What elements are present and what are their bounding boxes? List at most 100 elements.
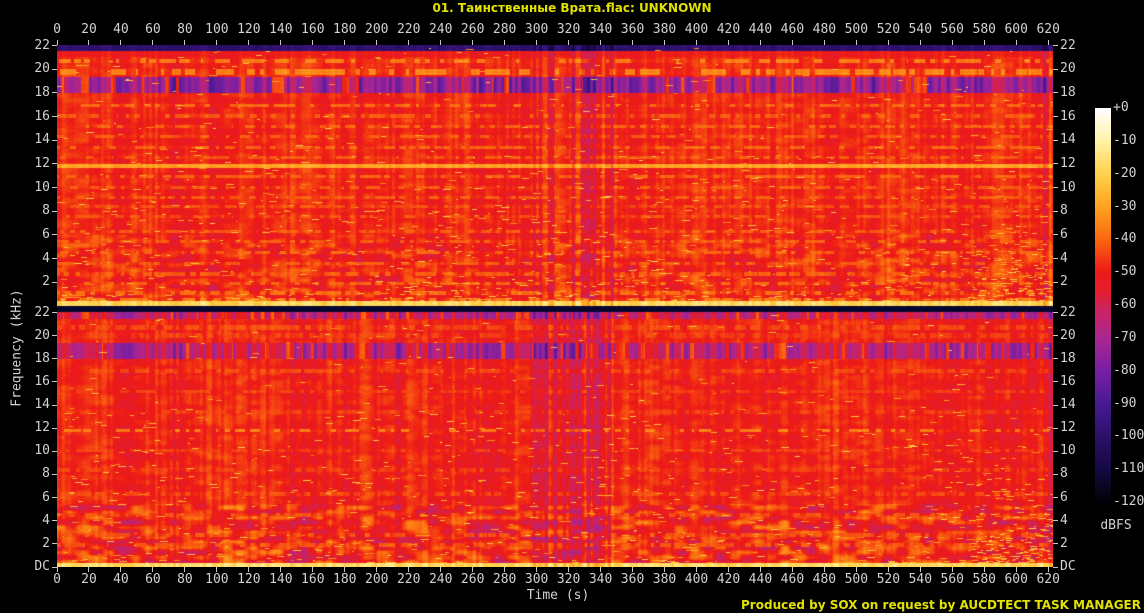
freq-tick-right bbox=[1053, 497, 1058, 499]
time-tick-label-bottom: 120 bbox=[237, 572, 261, 587]
freq-tick-left bbox=[52, 210, 57, 212]
time-tick-label-top: 240 bbox=[428, 22, 453, 37]
freq-tick-label-right: 22 bbox=[1060, 37, 1076, 53]
time-tick-top bbox=[440, 40, 442, 45]
time-tick-label-top: 160 bbox=[301, 22, 325, 37]
freq-axis-label: Frequency (kHz) bbox=[9, 289, 25, 407]
time-tick-bottom bbox=[536, 567, 538, 572]
freq-tick-right bbox=[1053, 281, 1058, 283]
footer-credit: Produced by SOX on request by AUCDTECT T… bbox=[741, 598, 1141, 612]
time-tick-top bbox=[472, 40, 474, 45]
freq-tick-label-left: 12 bbox=[34, 155, 50, 171]
freq-tick-label-right: 10 bbox=[1060, 443, 1076, 459]
freq-tick-label-left: DC bbox=[34, 559, 50, 574]
time-tick-top bbox=[536, 40, 538, 45]
time-tick-top bbox=[983, 40, 985, 45]
time-tick-label-top: 120 bbox=[237, 22, 261, 37]
time-tick-bottom bbox=[440, 567, 442, 572]
time-tick-bottom bbox=[248, 567, 250, 572]
freq-tick-label-right: 20 bbox=[1060, 61, 1076, 77]
time-tick-top bbox=[120, 40, 122, 45]
time-tick-label-bottom: 480 bbox=[812, 572, 837, 587]
colorbar-tick-label: -50 bbox=[1113, 264, 1137, 280]
colorbar-tick-label: -110 bbox=[1113, 461, 1144, 477]
time-tick-bottom bbox=[1047, 567, 1049, 572]
freq-tick-label-left: 10 bbox=[34, 443, 50, 459]
time-tick-bottom bbox=[120, 567, 122, 572]
freq-tick-label-right: 2 bbox=[1060, 535, 1068, 551]
freq-tick-right bbox=[1053, 427, 1058, 429]
time-tick-bottom bbox=[727, 567, 729, 572]
time-tick-label-bottom: 180 bbox=[333, 572, 357, 587]
freq-tick-right bbox=[1053, 404, 1058, 406]
time-tick-label-top: 220 bbox=[396, 22, 421, 37]
freq-tick-right bbox=[1053, 450, 1058, 452]
time-tick-top bbox=[344, 40, 346, 45]
time-tick-top bbox=[248, 40, 250, 45]
time-tick-label-bottom: 560 bbox=[940, 572, 965, 587]
time-axis-label: Time (s) bbox=[526, 588, 590, 603]
freq-tick-label-left: 22 bbox=[34, 37, 50, 53]
freq-tick-label-right: 8 bbox=[1060, 466, 1068, 482]
time-tick-label-top: 360 bbox=[620, 22, 645, 37]
time-tick-bottom bbox=[759, 567, 761, 572]
freq-tick-right bbox=[1053, 566, 1058, 568]
freq-tick-right bbox=[1053, 187, 1058, 189]
freq-tick-left bbox=[52, 427, 57, 429]
time-tick-label-top: 620 bbox=[1036, 22, 1060, 37]
time-tick-bottom bbox=[88, 567, 90, 572]
time-tick-label-bottom: 300 bbox=[524, 572, 549, 587]
time-tick-top bbox=[184, 40, 186, 45]
time-tick-bottom bbox=[919, 567, 921, 572]
spectrogram-heatmap bbox=[57, 45, 1053, 567]
time-tick-top bbox=[1047, 40, 1049, 45]
freq-tick-left bbox=[52, 139, 57, 141]
time-tick-bottom bbox=[983, 567, 985, 572]
freq-tick-label-right: 12 bbox=[1060, 420, 1076, 436]
time-tick-top bbox=[376, 40, 378, 45]
time-tick-bottom bbox=[823, 567, 825, 572]
time-tick-top bbox=[152, 40, 154, 45]
freq-tick-label-left: 18 bbox=[34, 84, 50, 100]
time-tick-top bbox=[56, 40, 58, 45]
time-tick-label-top: 80 bbox=[177, 22, 193, 37]
time-tick-top bbox=[632, 40, 634, 45]
freq-tick-left bbox=[52, 473, 57, 475]
freq-tick-left bbox=[52, 281, 57, 283]
time-tick-label-bottom: 60 bbox=[145, 572, 161, 587]
time-tick-bottom bbox=[408, 567, 410, 572]
time-tick-top bbox=[727, 40, 729, 45]
time-tick-top bbox=[88, 40, 90, 45]
page-title: 01. Таинственные Врата.flac: UNKNOWN bbox=[432, 1, 712, 15]
time-tick-bottom bbox=[152, 567, 154, 572]
time-tick-bottom bbox=[632, 567, 634, 572]
time-tick-label-bottom: 200 bbox=[364, 572, 389, 587]
time-tick-top bbox=[919, 40, 921, 45]
freq-tick-left bbox=[52, 404, 57, 406]
freq-tick-label-left: 2 bbox=[42, 274, 50, 290]
freq-tick-label-left: 16 bbox=[34, 108, 50, 124]
time-tick-label-top: 520 bbox=[876, 22, 901, 37]
freq-tick-label-left: 16 bbox=[34, 373, 50, 389]
time-tick-label-bottom: 40 bbox=[113, 572, 129, 587]
time-tick-label-top: 480 bbox=[812, 22, 837, 37]
freq-tick-label-left: 6 bbox=[42, 226, 50, 242]
time-tick-label-bottom: 20 bbox=[81, 572, 97, 587]
time-tick-label-bottom: 100 bbox=[205, 572, 229, 587]
time-tick-label-bottom: 220 bbox=[396, 572, 421, 587]
time-tick-top bbox=[791, 40, 793, 45]
freq-tick-label-right: 18 bbox=[1060, 84, 1076, 100]
freq-tick-left bbox=[52, 258, 57, 260]
time-tick-label-top: 380 bbox=[652, 22, 677, 37]
time-tick-top bbox=[600, 40, 602, 45]
freq-tick-label-right: 16 bbox=[1060, 373, 1076, 389]
time-tick-label-bottom: 240 bbox=[428, 572, 453, 587]
freq-tick-label-right: 18 bbox=[1060, 350, 1076, 366]
freq-tick-right bbox=[1053, 258, 1058, 260]
freq-tick-right bbox=[1053, 163, 1058, 165]
freq-tick-label-left: 10 bbox=[34, 179, 50, 195]
freq-tick-right bbox=[1053, 381, 1058, 383]
freq-tick-left bbox=[52, 358, 57, 360]
time-tick-label-top: 60 bbox=[145, 22, 161, 37]
